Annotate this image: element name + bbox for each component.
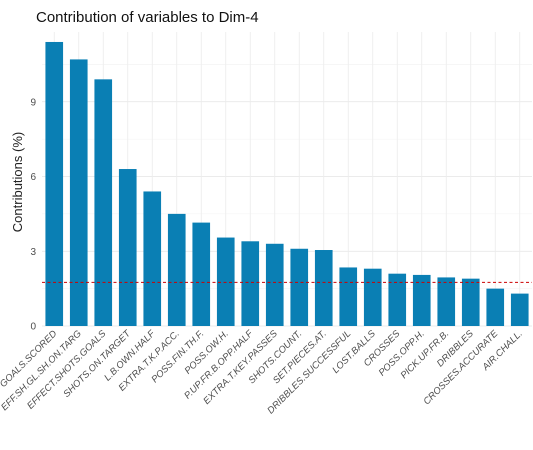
bar	[461, 278, 480, 326]
bar	[192, 222, 211, 326]
y-axis-title: Contributions (%)	[10, 132, 25, 232]
bar	[241, 241, 260, 326]
y-tick-labels: 0 3 6 9	[30, 97, 36, 332]
bar	[69, 59, 88, 326]
y-tick-label: 3	[30, 247, 36, 258]
bar	[216, 237, 235, 326]
bar	[45, 41, 64, 326]
bar	[437, 277, 456, 326]
bar	[143, 191, 162, 326]
bar	[290, 248, 309, 326]
bar	[339, 267, 358, 326]
bar	[118, 169, 137, 326]
bar	[363, 268, 382, 326]
bar	[167, 213, 186, 326]
bar	[94, 79, 113, 326]
bar	[510, 293, 529, 326]
bars	[45, 41, 529, 326]
y-tick-label: 6	[30, 172, 36, 183]
bar	[314, 250, 333, 326]
y-tick-label: 0	[30, 322, 36, 333]
bar	[388, 273, 407, 326]
bar	[486, 288, 505, 326]
bar	[265, 243, 284, 326]
chart-title: Contribution of variables to Dim-4	[36, 9, 259, 26]
bar	[412, 274, 431, 326]
y-tick-label: 9	[30, 97, 36, 108]
